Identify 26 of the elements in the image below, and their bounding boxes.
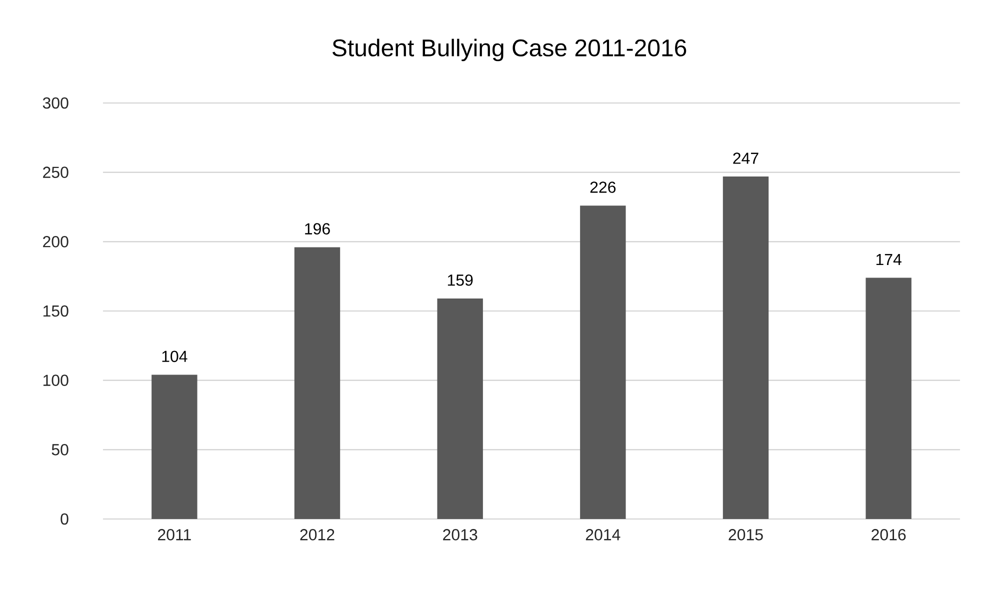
- bar: [294, 247, 340, 519]
- data-label: 159: [448, 274, 473, 286]
- y-tick-label: 100: [43, 374, 68, 386]
- x-tick-label: 2013: [443, 529, 478, 540]
- x-tick-label: 2011: [158, 529, 191, 540]
- bar: [152, 374, 198, 519]
- y-tick-label: 200: [43, 236, 68, 248]
- chart-title: Student Bullying Case 2011-2016: [332, 38, 686, 62]
- y-tick-label: 150: [43, 305, 68, 317]
- bar: [580, 206, 626, 519]
- data-label: 247: [733, 152, 758, 164]
- x-tick-label: 2016: [872, 529, 906, 540]
- x-tick-label: 2012: [300, 529, 334, 540]
- x-tick-label: 2015: [728, 529, 763, 540]
- bar: [722, 176, 769, 519]
- data-label: 174: [876, 254, 902, 266]
- y-tick-label: 50: [52, 444, 68, 456]
- bar: [437, 298, 483, 519]
- data-label: 226: [590, 182, 616, 193]
- y-tick-label: 300: [42, 97, 68, 109]
- data-label: 196: [305, 223, 330, 234]
- data-label: 104: [162, 350, 188, 362]
- y-tick-label: 250: [43, 166, 68, 178]
- bar: [866, 278, 912, 519]
- y-tick-label: 0: [60, 513, 68, 525]
- x-tick-label: 2014: [586, 529, 620, 540]
